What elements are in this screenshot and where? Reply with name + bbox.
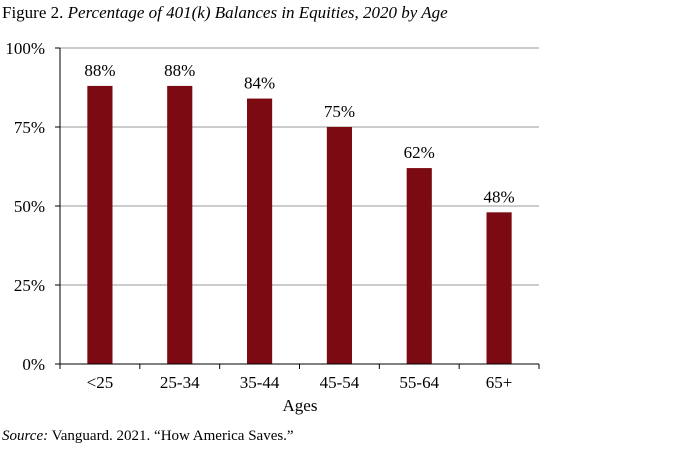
bar xyxy=(486,212,512,364)
y-tick-label: 50% xyxy=(14,197,45,216)
y-tick-label: 25% xyxy=(14,276,45,295)
bar xyxy=(167,85,193,365)
bar xyxy=(406,168,432,364)
x-tick-label: 45-54 xyxy=(320,373,360,392)
y-tick-label: 0% xyxy=(22,355,45,374)
data-label: 62% xyxy=(404,143,435,162)
source-label: Source: xyxy=(2,428,49,444)
bar xyxy=(247,98,273,364)
data-label: 48% xyxy=(483,187,514,206)
data-label: 88% xyxy=(84,61,115,80)
figure-title: Figure 2. Percentage of 401(k) Balances … xyxy=(2,3,448,23)
x-tick-label: 55-64 xyxy=(399,373,439,392)
x-tick-label: 25-34 xyxy=(160,373,200,392)
data-label: 75% xyxy=(324,102,355,121)
y-tick-label: 100% xyxy=(5,39,45,58)
figure-title-text: Percentage of 401(k) Balances in Equitie… xyxy=(67,3,448,22)
bars xyxy=(87,85,512,365)
bar xyxy=(326,127,352,364)
x-tick-label: 35-44 xyxy=(240,373,280,392)
data-label: 88% xyxy=(164,61,195,80)
x-tick-label: <25 xyxy=(87,373,114,392)
y-tick-label: 75% xyxy=(14,118,45,137)
gridlines xyxy=(60,47,539,286)
source-note: Source: Vanguard. 2021. “How America Sav… xyxy=(2,428,294,445)
x-tick-label: 65+ xyxy=(486,373,513,392)
source-text: Vanguard. 2021. “How America Saves.” xyxy=(51,428,294,444)
labels: 0% 25% 50% 75% 100% 88% <25 88% 25-34 84% 35-44 75%… xyxy=(5,39,514,392)
x-axis-title: Ages xyxy=(283,396,318,415)
figure-label: Figure 2. xyxy=(2,3,64,22)
axes xyxy=(55,47,540,369)
bar xyxy=(87,85,113,365)
data-label: 84% xyxy=(244,74,275,93)
